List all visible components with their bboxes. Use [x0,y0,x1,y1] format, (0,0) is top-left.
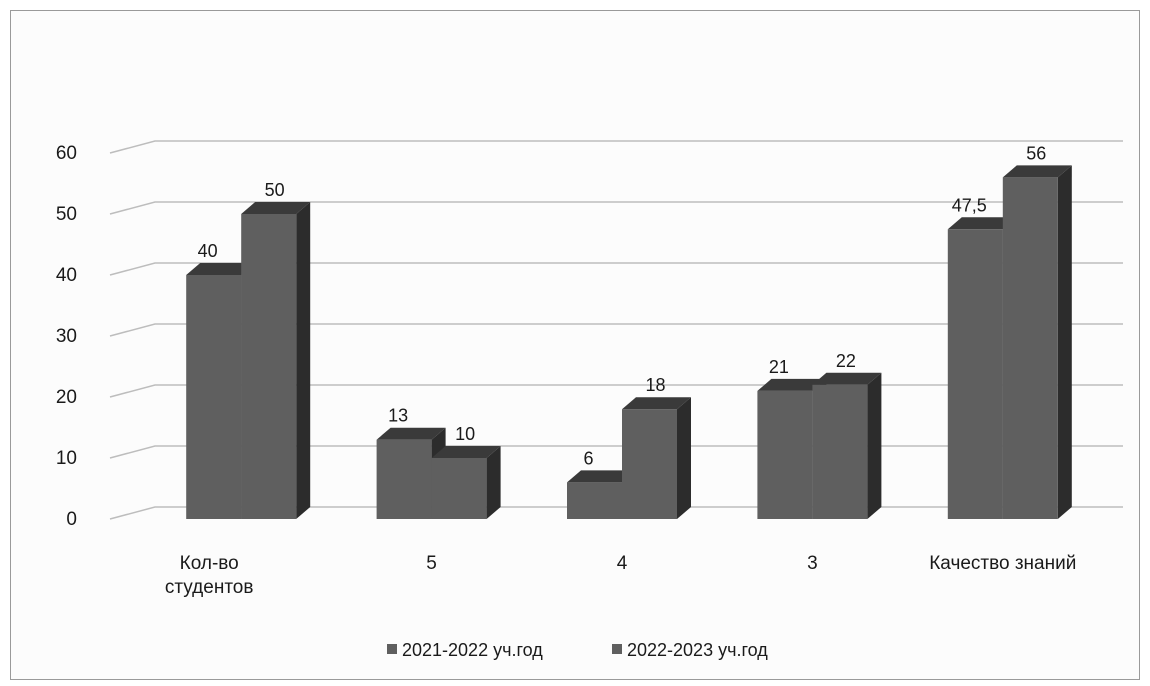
gridline [109,262,1123,276]
data-label: 40 [198,241,218,261]
category-label: Качество знаний [929,553,1076,574]
bar-front [241,214,297,519]
bar [812,372,882,519]
bar [1002,165,1072,519]
y-axis-ticks: 0 10 20 30 40 50 60 [56,143,77,530]
data-label: 56 [1026,143,1046,163]
category-label: 3 [807,553,818,574]
bar-top [757,378,827,391]
bar-side [486,446,501,519]
bar-front [567,482,622,519]
legend: 2021-2022 уч.год 2022-2023 уч.год [387,640,768,660]
y-tick-label: 20 [56,387,77,408]
bar-front [812,384,868,519]
bar-side [296,202,311,519]
bar-top [376,427,446,440]
bar-front [757,390,813,519]
data-label: 50 [265,180,285,200]
bar-front [622,409,677,519]
legend-label: 2021-2022 уч.год [402,640,543,660]
bar-top [947,217,1017,230]
category-label: студентов [165,577,254,598]
data-label: 21 [769,357,789,377]
bar-front [186,275,242,519]
data-label: 13 [388,406,408,426]
bar [431,446,501,519]
bar-top [567,470,636,483]
bar-chart: 0 10 20 30 40 50 60 40 50 13 10 6 18 21 22 47,5 56 Кол-… [56,140,1123,660]
bar-top [812,372,882,385]
bar-front [947,229,1003,519]
bar [622,397,691,519]
gridline [109,323,1123,337]
bar-front [431,458,487,519]
data-labels: 40 50 13 10 6 18 21 22 47,5 56 [198,143,1047,468]
y-tick-label: 50 [56,204,77,225]
bar-top [186,263,256,275]
y-tick-label: 30 [56,326,77,347]
bar-top [431,446,501,458]
chart-frame: 0 10 20 30 40 50 60 40 50 13 10 6 18 21 22 47,5 56 Кол-… [10,10,1140,680]
y-tick-label: 0 [66,509,77,530]
bar-front [376,439,432,519]
legend-label: 2022-2023 уч.год [627,640,768,660]
bar-front [1002,177,1058,519]
category-label: 4 [617,553,628,574]
bar-side [677,397,691,519]
bar-top [622,397,691,410]
y-tick-label: 10 [56,448,77,469]
category-labels: Кол-во студентов 5 4 3 Качество знаний [165,553,1076,598]
gridline [109,201,1123,215]
data-label: 47,5 [952,195,987,215]
data-label: 10 [455,424,475,444]
bar-top [241,202,311,214]
bar [241,202,311,519]
legend-swatch [387,644,397,654]
legend-swatch [612,644,622,654]
bar-top [1002,165,1072,178]
data-label: 22 [836,351,856,371]
bar-side [1057,165,1072,519]
gridline [109,140,1123,154]
gridlines [109,140,1123,520]
data-label: 18 [645,375,665,395]
category-label: 5 [426,553,437,574]
y-tick-label: 60 [56,143,77,164]
y-tick-label: 40 [56,265,77,286]
category-label: Кол-во [180,553,239,574]
bar-side [867,372,882,519]
data-label: 6 [583,448,593,468]
bars [186,165,1072,519]
